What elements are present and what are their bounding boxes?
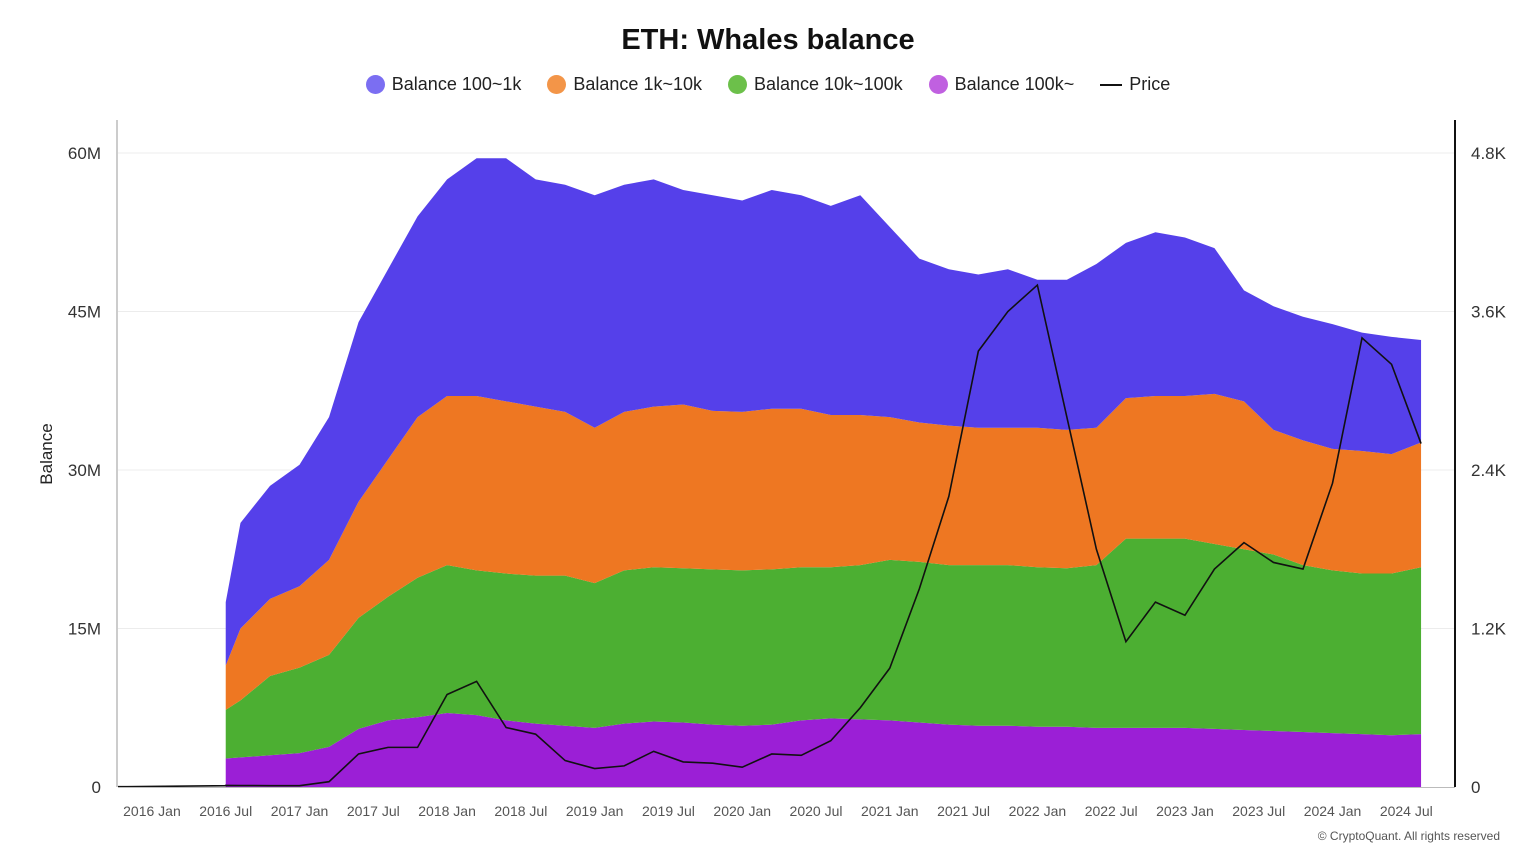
x-tick-label: 2019 Jan xyxy=(566,803,624,819)
y-tick-label: 45M xyxy=(68,303,101,322)
price-line xyxy=(117,283,1422,788)
legend-item-price[interactable]: Price xyxy=(1100,74,1170,95)
y-tick-label: 0 xyxy=(92,778,101,797)
legend-label: Price xyxy=(1129,74,1171,94)
y-tick-label: 60M xyxy=(68,144,101,163)
y2-tick-label: 1.2K xyxy=(1471,620,1507,639)
area-balance-10k-100k xyxy=(225,538,1422,759)
x-tick-label: 2024 Jul xyxy=(1380,803,1433,819)
y-tick-label: 15M xyxy=(68,620,101,639)
y-axis-label: Balance xyxy=(37,423,56,484)
area-balance-1k-10k xyxy=(225,393,1422,710)
x-tick-label: 2017 Jul xyxy=(347,803,400,819)
x-tick-label: 2023 Jan xyxy=(1156,803,1214,819)
x-tick-label: 2018 Jan xyxy=(418,803,476,819)
legend-item-balance-100k[interactable]: Balance 100k~ xyxy=(928,74,1075,95)
legend-item-balance-100-1k[interactable]: Balance 100~1k xyxy=(365,74,522,95)
x-tick-label: 2023 Jul xyxy=(1232,803,1285,819)
legend-swatch xyxy=(928,75,948,94)
area-balance-100-1k xyxy=(225,158,1422,666)
copyright-footer: © CryptoQuant. All rights reserved xyxy=(1317,829,1500,843)
x-tick-label: 2018 Jul xyxy=(494,803,547,819)
x-tick-label: 2020 Jan xyxy=(713,803,771,819)
legend-item-balance-10k-100k[interactable]: Balance 10k~100k xyxy=(727,74,903,95)
y2-tick-label: 4.8K xyxy=(1471,144,1507,163)
x-tick-label: 2017 Jan xyxy=(271,803,329,819)
x-tick-label: 2021 Jul xyxy=(937,803,990,819)
legend: Balance 100~1k Balance 1k~10k Balance 10… xyxy=(0,74,1536,95)
y2-tick-label: 0 xyxy=(1471,778,1480,797)
legend-swatch xyxy=(727,75,747,94)
y-tick-label: 30M xyxy=(68,461,101,480)
x-tick-label: 2022 Jan xyxy=(1009,803,1067,819)
x-tick-label: 2019 Jul xyxy=(642,803,695,819)
x-tick-label: 2022 Jul xyxy=(1085,803,1138,819)
x-tick-label: 2021 Jan xyxy=(861,803,919,819)
legend-label: Balance 10k~100k xyxy=(753,74,903,94)
y2-tick-label: 2.4K xyxy=(1471,461,1507,480)
legend-label: Balance 1k~10k xyxy=(573,74,702,94)
chart-title: ETH: Whales balance xyxy=(621,24,915,56)
legend-swatch xyxy=(365,75,385,94)
legend-label: Balance 100~1k xyxy=(391,74,522,94)
legend-item-balance-1k-10k[interactable]: Balance 1k~10k xyxy=(547,74,702,95)
legend-swatch xyxy=(547,75,567,94)
x-tick-label: 2016 Jul xyxy=(199,803,252,819)
x-tick-label: 2020 Jul xyxy=(790,803,843,819)
legend-label: Balance 100k~ xyxy=(954,74,1075,94)
x-tick-label: 2016 Jan xyxy=(123,803,181,819)
x-tick-label: 2024 Jan xyxy=(1304,803,1362,819)
y2-tick-label: 3.6K xyxy=(1471,303,1507,322)
legend-swatch xyxy=(1100,83,1123,86)
